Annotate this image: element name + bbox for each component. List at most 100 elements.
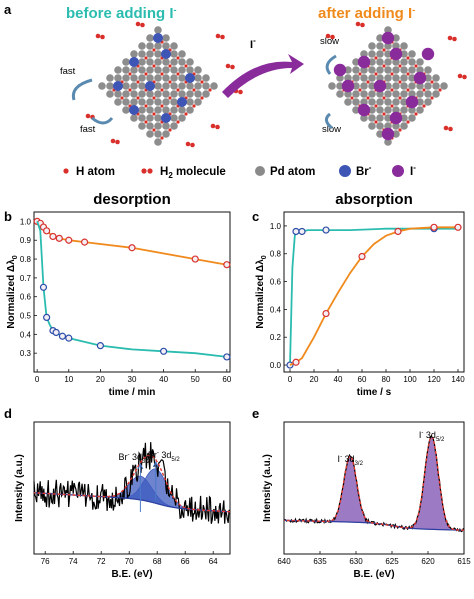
pd-atom (368, 98, 376, 106)
x-tick-label: 40 (159, 375, 168, 384)
h-atom (200, 96, 204, 100)
legend-iodide-label: I- (410, 163, 416, 178)
pd-atom (146, 90, 154, 98)
series-marker (65, 334, 73, 342)
series-marker (292, 358, 300, 366)
pd-atom (130, 50, 138, 58)
h2-molecule-atom (220, 34, 225, 40)
right-title: after adding I- (318, 5, 415, 22)
br-ion (153, 33, 163, 43)
pd-atom (138, 90, 146, 98)
x-tick-label: 60 (222, 375, 231, 384)
pd-atom (130, 66, 138, 74)
br-ion (161, 49, 171, 59)
h-atom (192, 104, 196, 108)
pd-atom (186, 98, 194, 106)
x-tick-label: 630 (349, 557, 363, 566)
h-atom (208, 88, 212, 92)
pd-atom (352, 106, 360, 114)
pd-atom (368, 82, 376, 90)
pd-atom (154, 74, 162, 82)
pd-atom (360, 114, 368, 122)
series-marker (430, 223, 438, 231)
series-marker (55, 234, 63, 242)
pd-atom (416, 58, 424, 66)
pd-atom (154, 90, 162, 98)
x-tick-label: 66 (181, 557, 190, 566)
legend: H atom H2 molecule Pd atom Br- I- (63, 163, 416, 180)
h-atom (414, 64, 418, 68)
h2-molecule-atom (330, 34, 335, 40)
series-line (289, 227, 458, 366)
pd-atom (368, 58, 376, 66)
h2-molecule-atom (457, 73, 463, 79)
pd-atom (352, 58, 360, 66)
x-tick-label: 140 (451, 375, 465, 384)
pd-atom (154, 66, 162, 74)
panel-a: a before adding I- after adding I- I- fa… (4, 2, 467, 180)
pd-atom (424, 98, 432, 106)
pd-atom (376, 130, 384, 138)
h-atom (152, 112, 156, 116)
slow-arrow-icon-1 (325, 54, 337, 75)
x-tick-label: 64 (209, 557, 218, 566)
pd-atom (376, 90, 384, 98)
iodide-ion (389, 111, 403, 125)
series-marker (191, 255, 199, 263)
iodide-ion (389, 47, 403, 61)
pd-atom (154, 114, 162, 122)
h-atom (390, 88, 394, 92)
pd-atom (352, 74, 360, 82)
pd-atom (186, 58, 194, 66)
pd-atom (178, 74, 186, 82)
iodide-ion (421, 47, 435, 61)
iodide-ion (373, 79, 387, 93)
pd-atom (400, 122, 408, 130)
h-atom (374, 120, 378, 124)
pd-atom (162, 106, 170, 114)
pd-atom (384, 106, 392, 114)
h-atom (136, 96, 140, 100)
x-tick-label: 50 (191, 375, 200, 384)
pd-atom (138, 122, 146, 130)
pd-atom (384, 138, 392, 146)
fast-arrow-icon-2 (91, 116, 114, 125)
x-tick-label: 0 (35, 375, 40, 384)
h-atom (390, 104, 394, 108)
x-tick-label: 60 (358, 375, 367, 384)
series-marker (58, 332, 67, 340)
pd-atom (376, 74, 384, 82)
pd-atom (138, 66, 146, 74)
x-tick-label: 40 (334, 375, 343, 384)
h-atom (144, 120, 148, 124)
h-atom (430, 96, 434, 100)
pd-atom (162, 66, 170, 74)
pd-atom (400, 98, 408, 106)
pd-atom (384, 42, 392, 50)
pd-atom (154, 58, 162, 66)
pd-atom (336, 90, 344, 98)
series-marker (160, 347, 168, 355)
pd-atom (130, 82, 138, 90)
h2-molecule-atom (110, 138, 116, 144)
pd-atom (432, 74, 440, 82)
series-marker (223, 261, 231, 269)
h-atom (366, 80, 370, 84)
h-atom (382, 112, 386, 116)
legend-pd-atom-label: Pd atom (270, 166, 315, 178)
iodide-ion (381, 31, 395, 45)
x-tick-label: 30 (128, 375, 137, 384)
left-title: before adding I- (66, 5, 177, 22)
pd-atom (376, 42, 384, 50)
peak-pointer-arrow-icon (152, 460, 159, 468)
pd-atom (416, 106, 424, 114)
peak-label: I- 3d3/2 (338, 454, 364, 467)
h2-molecule-atom (225, 63, 231, 69)
pd-atom (178, 90, 186, 98)
pd-atom (146, 58, 154, 66)
pd-atom (400, 82, 408, 90)
y-axis-label: Intensity (a.u.) (14, 454, 25, 522)
h-atom (152, 128, 156, 132)
pd-atom (408, 50, 416, 58)
